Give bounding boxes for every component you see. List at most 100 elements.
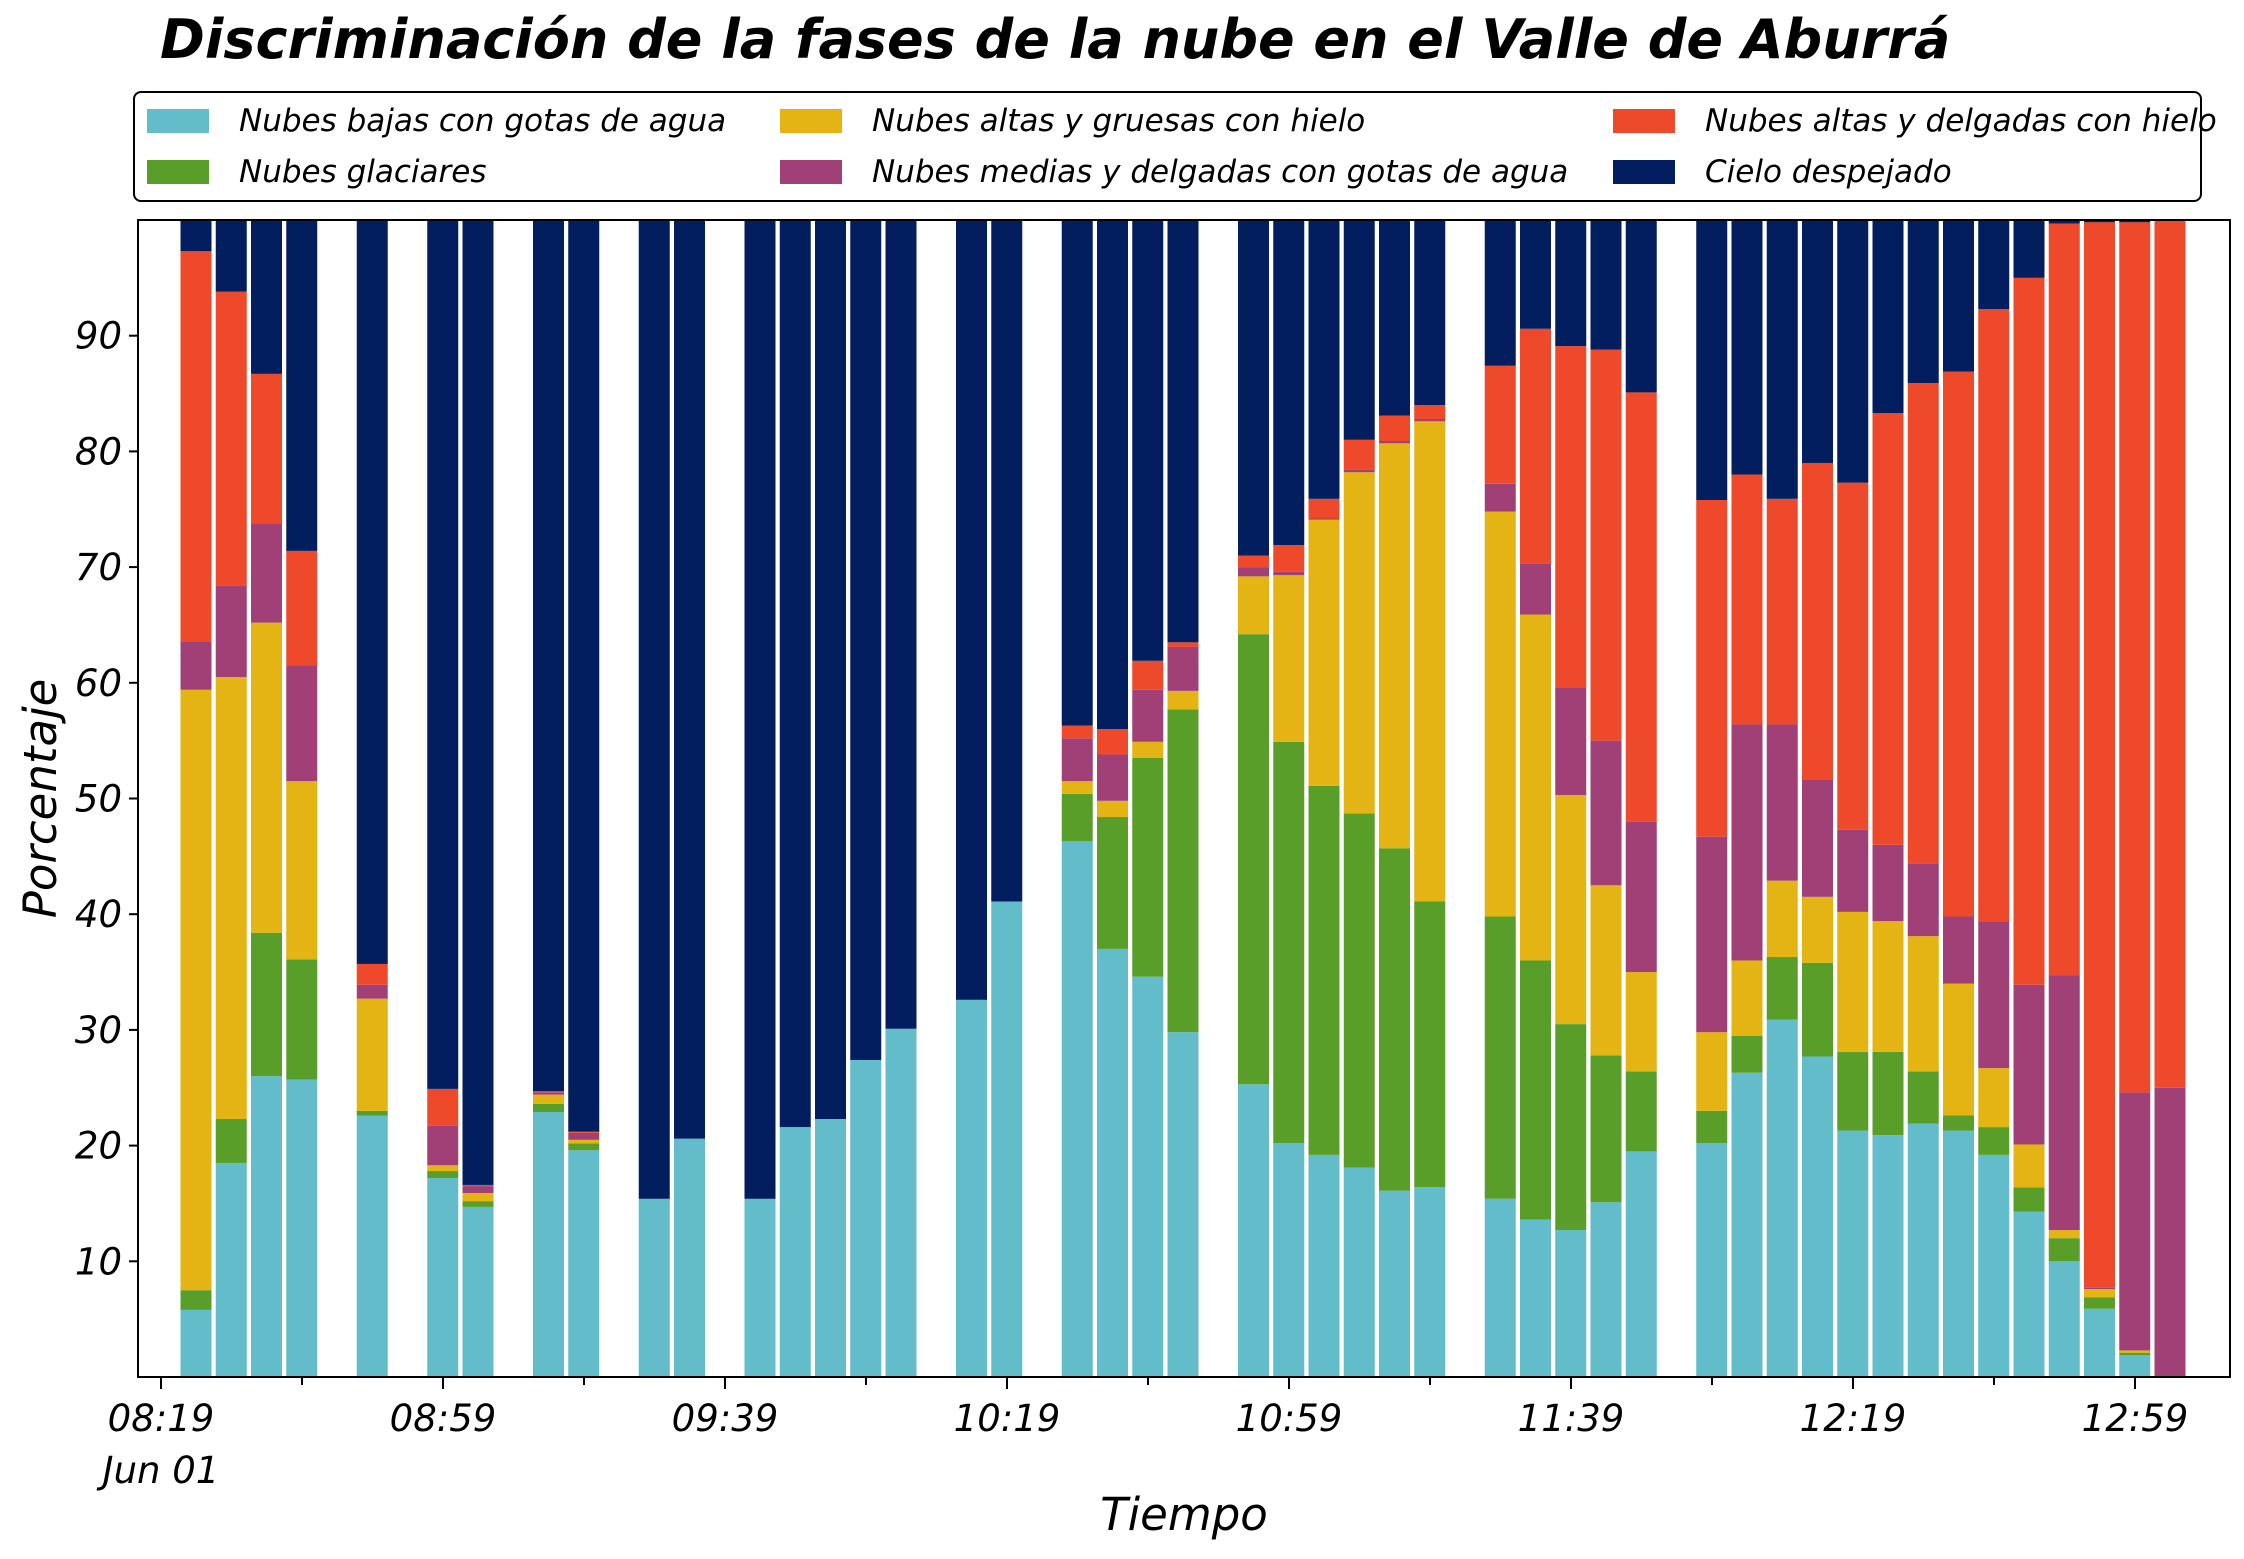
bar-segment-2 <box>1167 709 1199 1033</box>
bar-segment-2 <box>1414 901 1446 1188</box>
bar-stack <box>1061 220 1093 1377</box>
y-axis-title: Porcentaje <box>14 679 67 919</box>
bar-segment-4 <box>2084 1287 2115 1290</box>
bar-stack <box>1414 220 1446 1377</box>
bar-segment-1 <box>638 1198 670 1377</box>
bar-segment-6 <box>815 220 846 1119</box>
bar-segment-4 <box>1625 821 1657 973</box>
bar-segment-1 <box>1978 1154 2010 1377</box>
legend-swatch <box>1613 160 1675 184</box>
bar-segment-6 <box>956 220 987 1000</box>
bar-segment-4 <box>427 1125 459 1166</box>
bar-segment-4 <box>568 1132 600 1140</box>
x-tick-label: 09:39 <box>672 1397 779 1440</box>
bar-segment-5 <box>1555 346 1587 688</box>
x-axis: 08:19 08:59 09:39 10:19 10:59 11:39 12:19 12:59… <box>96 1377 2188 1492</box>
bar-segment-5 <box>1978 309 2010 922</box>
bar-segment-4 <box>1978 921 2010 1069</box>
bar-segment-1 <box>1590 1202 1622 1377</box>
bar-segment-5 <box>1273 545 1305 572</box>
bar-segment-5 <box>1696 499 1728 837</box>
bar-segment-1 <box>427 1177 459 1377</box>
bar-segment-3 <box>427 1165 459 1172</box>
bar-segment-6 <box>462 220 494 1185</box>
bar-segment-3 <box>533 1094 564 1104</box>
bar-stack <box>1837 220 1869 1377</box>
bar-segment-6 <box>533 220 564 1092</box>
bar-segment-3 <box>1308 519 1340 786</box>
bar-segment-6 <box>1061 220 1093 726</box>
bar-segment-6 <box>1872 220 1904 414</box>
bar-segment-1 <box>1308 1154 1340 1377</box>
bar-stack <box>674 220 705 1377</box>
bar-segment-5 <box>1943 371 1974 917</box>
bar-segment-1 <box>815 1118 846 1377</box>
bar-segment-3 <box>286 781 318 960</box>
bar-segment-6 <box>568 220 600 1132</box>
bar-segment-2 <box>1590 1055 1622 1203</box>
bar-segment-5 <box>1308 498 1340 519</box>
y-tick-label: 50 <box>75 778 122 821</box>
bar-segment-5 <box>1132 660 1164 690</box>
bar-stack <box>1978 220 2010 1377</box>
legend-swatch <box>780 109 842 133</box>
bar-segment-6 <box>1308 220 1340 499</box>
bar-segment-5 <box>1097 729 1128 755</box>
bar-segment-4 <box>462 1186 494 1194</box>
legend-label: Nubes altas y delgadas con hielo <box>1705 103 2217 139</box>
bar-segment-1 <box>1731 1072 1763 1377</box>
bar-segment-1 <box>1943 1130 1974 1377</box>
bar-stack <box>2013 220 2045 1377</box>
bar-segment-6 <box>1731 220 1763 475</box>
bar-segment-1 <box>1802 1056 1833 1377</box>
x-tick-label: 08:59 <box>390 1397 497 1440</box>
legend-label: Nubes altas y gruesas con hielo <box>872 103 1366 139</box>
legend-item: Nubes medias y delgadas con gotas de agu… <box>780 152 1568 192</box>
bar-segment-6 <box>215 220 247 292</box>
bar-stack <box>1167 220 1199 1377</box>
bar-segment-5 <box>1484 365 1516 484</box>
bar-segment-2 <box>427 1171 459 1178</box>
bar-segment-4 <box>1555 687 1587 796</box>
bar-segment-4 <box>1837 829 1869 912</box>
legend: Nubes bajas con gotas de agua Nubes glaci… <box>133 91 2217 202</box>
bar-segment-3 <box>1766 880 1798 958</box>
bar-stack <box>2084 220 2115 1377</box>
bar-segment-3 <box>1837 911 1869 1052</box>
bar-segment-2 <box>1943 1115 1974 1131</box>
bar-segment-1 <box>1132 976 1164 1377</box>
bar-segment-6 <box>1132 220 1164 661</box>
bar-stack <box>1238 220 1269 1377</box>
bar-segment-4 <box>1132 689 1164 742</box>
bar-stack <box>1097 220 1128 1377</box>
bar-segment-3 <box>1379 443 1410 849</box>
bar-segment-4 <box>215 585 247 678</box>
bar-stack <box>1520 220 1551 1377</box>
bar-segment-3 <box>2119 1350 2151 1353</box>
bar-segment-4 <box>286 665 318 782</box>
bar-segment-4 <box>1097 754 1128 801</box>
bar-segment-3 <box>1238 576 1269 635</box>
bar-segment-6 <box>1414 220 1446 406</box>
legend-item: Cielo despejado <box>1613 152 1952 192</box>
bar-segment-1 <box>1343 1167 1375 1377</box>
bar-segment-1 <box>251 1076 282 1377</box>
bar-segment-3 <box>1590 885 1622 1056</box>
bar-segment-1 <box>215 1162 247 1377</box>
bar-segment-4 <box>2048 975 2080 1231</box>
bar-segment-1 <box>2048 1261 2080 1377</box>
bar-segment-5 <box>2119 222 2151 1093</box>
bar-segment-2 <box>1520 960 1551 1220</box>
bar-segment-5 <box>2048 223 2080 976</box>
y-tick-label: 30 <box>75 1009 122 1052</box>
bar-segment-6 <box>1907 220 1939 384</box>
bar-segment-5 <box>1625 392 1657 822</box>
legend-swatch <box>147 109 209 133</box>
bar-stack <box>1943 220 1974 1377</box>
bar-segment-6 <box>2013 220 2045 278</box>
bar-segment-6 <box>1766 220 1798 499</box>
bar-segment-2 <box>1308 785 1340 1155</box>
bar-segment-3 <box>1484 511 1516 917</box>
bar-segment-2 <box>1837 1051 1869 1131</box>
legend-swatch <box>1613 109 1675 133</box>
